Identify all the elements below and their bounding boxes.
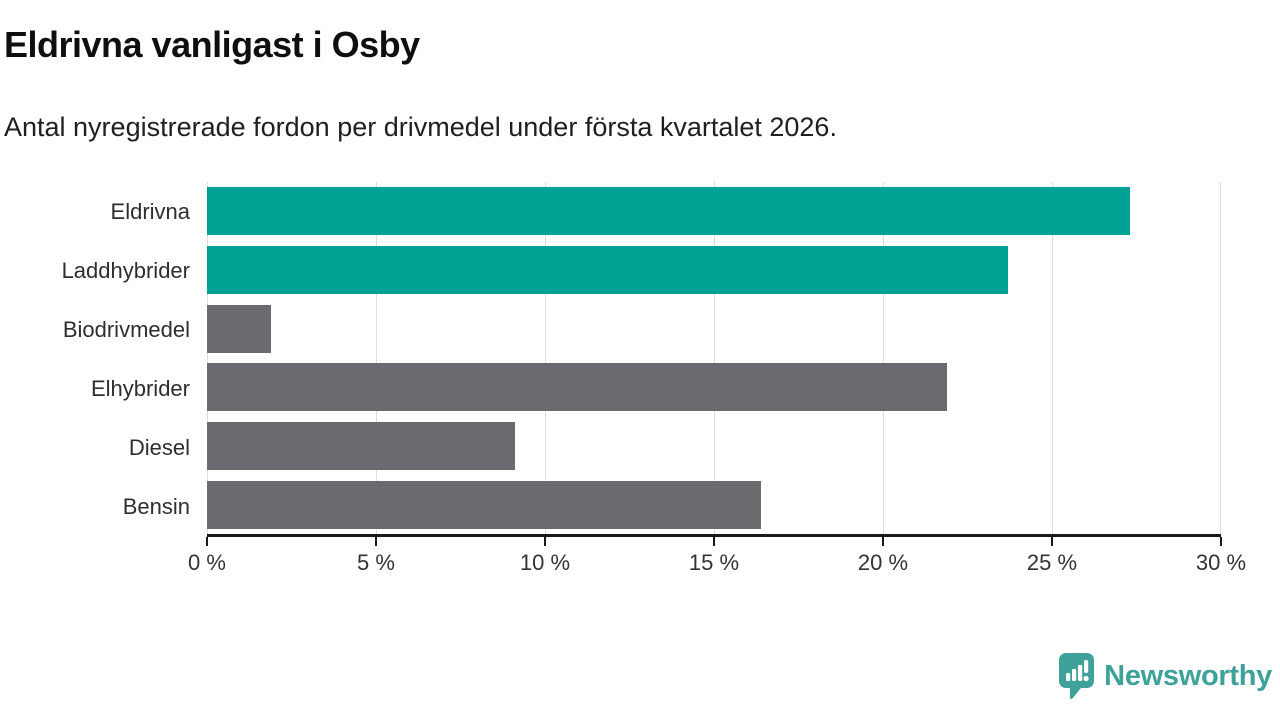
- gridline-25: [1052, 182, 1053, 534]
- y-axis-label-bensin: Bensin: [122, 494, 190, 520]
- x-axis: 0 % 5 % 10 % 15 % 20 % 25 % 30 %: [188, 537, 1246, 597]
- brand-name: Newsworthy: [1104, 659, 1272, 692]
- x-tick-label-0: 0 %: [188, 550, 226, 575]
- bar-band: [207, 299, 1221, 358]
- gridline-15: [714, 182, 715, 534]
- x-tick-label-10: 10 %: [519, 550, 571, 575]
- y-axis-labels: Eldrivna Laddhybrider Biodrivmedel Elhyb…: [0, 182, 190, 537]
- x-tick-label-15: 15 %: [688, 550, 740, 575]
- y-axis-label-eldrivna: Eldrivna: [110, 198, 190, 224]
- bar-band: [207, 358, 1221, 417]
- gridline-30: [1220, 182, 1221, 534]
- x-tick-label-5: 5 %: [357, 550, 395, 575]
- axis-tick-10: [544, 537, 546, 546]
- chart-title: Eldrivna vanligast i Osby: [4, 24, 420, 65]
- bar-bensin: [207, 480, 762, 529]
- bar-diesel: [207, 422, 515, 471]
- bar-band: [207, 182, 1221, 241]
- brand-logo[interactable]: Newsworthy: [1058, 652, 1272, 700]
- bar-eldrivna: [207, 187, 1130, 236]
- x-tick-label-20: 20 %: [857, 550, 909, 575]
- gridline-5: [376, 182, 377, 534]
- y-axis-label-diesel: Diesel: [128, 435, 190, 461]
- bar-band: [207, 417, 1221, 476]
- y-axis-label-laddhybrider: Laddhybrider: [61, 257, 190, 283]
- plot-area: [207, 182, 1221, 537]
- x-tick-label-30: 30 %: [1195, 550, 1247, 575]
- newsworthy-icon: [1059, 653, 1095, 700]
- gridline-20: [883, 182, 884, 534]
- axis-tick-0: [206, 537, 208, 546]
- axis-tick-5: [375, 537, 377, 546]
- axis-tick-25: [1051, 537, 1053, 546]
- x-tick-label-25: 25 %: [1026, 550, 1078, 575]
- gridline-0: [207, 182, 208, 534]
- bar-biodrivmedel: [207, 304, 272, 353]
- axis-tick-30: [1220, 537, 1222, 546]
- bar-band: [207, 475, 1221, 534]
- bar-series: [207, 182, 1221, 534]
- axis-tick-15: [713, 537, 715, 546]
- gridline-10: [545, 182, 546, 534]
- y-axis-label-elhybrider: Elhybrider: [90, 376, 190, 402]
- chart-subtitle: Antal nyregistrerade fordon per drivmede…: [4, 112, 837, 142]
- bar-laddhybrider: [207, 246, 1009, 294]
- bar-elhybrider: [207, 363, 948, 412]
- bar-band: [207, 241, 1221, 300]
- y-axis-label-biodrivmedel: Biodrivmedel: [62, 316, 190, 342]
- axis-tick-20: [882, 537, 884, 546]
